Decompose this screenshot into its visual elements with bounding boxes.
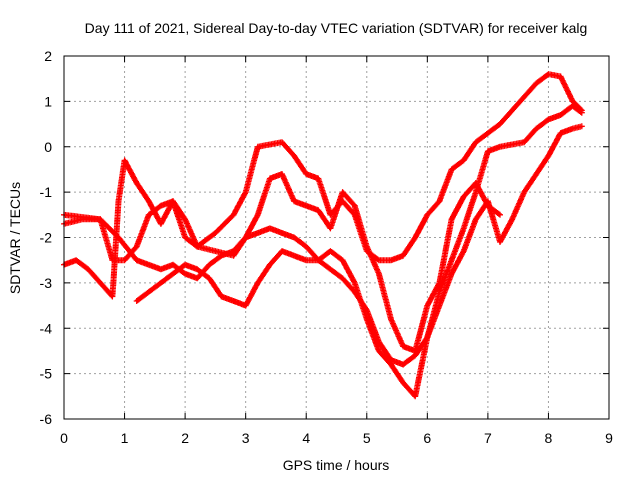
x-tick-label: 0 xyxy=(60,430,68,446)
y-tick-label: -6 xyxy=(40,411,53,427)
series-markers xyxy=(133,123,585,400)
y-axis-label: SDTVAR / TECUs xyxy=(7,182,23,294)
data-series xyxy=(61,71,585,400)
x-tick-label: 3 xyxy=(242,430,250,446)
y-tick-label: -4 xyxy=(40,320,53,336)
x-tick-label: 8 xyxy=(545,430,553,446)
x-tick-label: 1 xyxy=(121,430,129,446)
y-tick-label: -1 xyxy=(40,184,53,200)
y-tick-label: -3 xyxy=(40,275,53,291)
x-tick-label: 9 xyxy=(605,430,613,446)
series-track-4 xyxy=(133,123,585,400)
x-tick-label: 6 xyxy=(423,430,431,446)
grid-lines xyxy=(64,56,609,419)
y-tick-label: -2 xyxy=(40,230,53,246)
y-tick-label: 1 xyxy=(44,93,52,109)
x-tick-label: 2 xyxy=(181,430,189,446)
chart-title: Day 111 of 2021, Sidereal Day-to-day VTE… xyxy=(85,20,588,36)
x-tick-label: 5 xyxy=(363,430,371,446)
y-tick-label: -5 xyxy=(40,366,53,382)
axis-ticks: 0 1 2 3 4 5 6 7 8 9 -6 -5 -4 -3 -2 -1 0 1 2 xyxy=(40,48,614,446)
y-tick-label: 0 xyxy=(44,139,52,155)
x-axis-label: GPS time / hours xyxy=(283,457,390,473)
y-tick-label: 2 xyxy=(44,48,52,64)
x-tick-label: 7 xyxy=(484,430,492,446)
x-tick-label: 4 xyxy=(302,430,310,446)
